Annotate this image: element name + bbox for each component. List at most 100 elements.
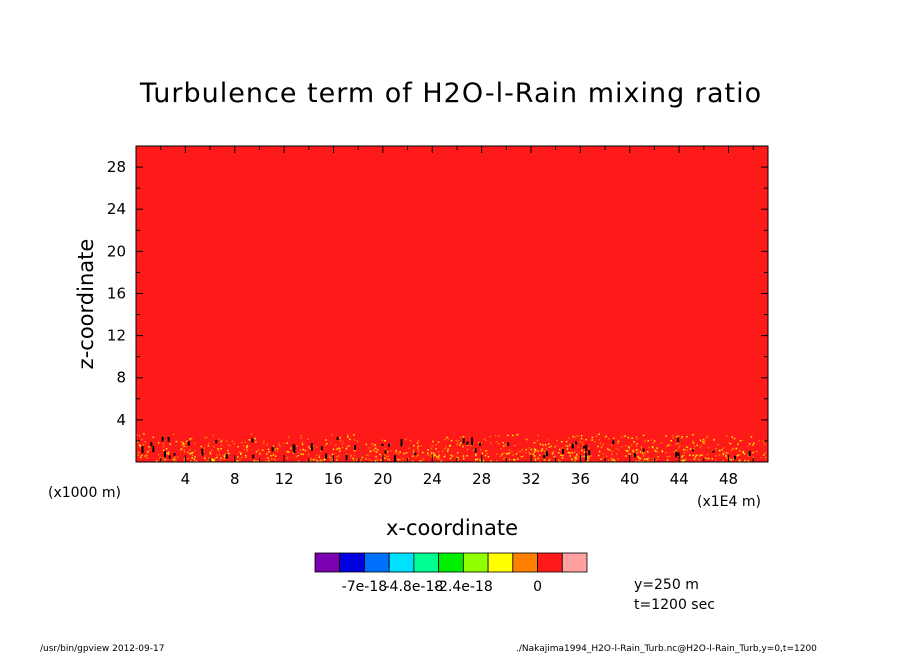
noise-cell bbox=[427, 454, 429, 456]
noise-cell bbox=[716, 453, 718, 456]
noise-cell bbox=[701, 443, 704, 446]
noise-cell bbox=[639, 451, 642, 453]
noise-cell bbox=[696, 454, 698, 457]
noise-cell bbox=[601, 448, 603, 450]
noise-cell bbox=[384, 457, 386, 459]
noise-cell bbox=[464, 442, 466, 444]
noise-cell bbox=[715, 459, 717, 461]
noise-cell bbox=[683, 459, 685, 461]
noise-cell bbox=[231, 458, 233, 460]
noise-cell bbox=[493, 456, 495, 458]
noise-cell bbox=[625, 450, 628, 452]
noise-cell bbox=[591, 439, 593, 441]
noise-cell bbox=[189, 458, 191, 460]
noise-cell bbox=[475, 453, 477, 456]
noise-cell bbox=[246, 450, 248, 452]
noise-cell bbox=[654, 450, 656, 452]
noise-cell bbox=[540, 449, 543, 452]
noise-cell bbox=[686, 446, 688, 448]
noise-cell bbox=[278, 440, 280, 443]
noise-cell bbox=[723, 451, 725, 454]
noise-cell bbox=[321, 456, 323, 458]
noise-cell bbox=[440, 459, 443, 461]
noise-cell bbox=[765, 442, 767, 444]
noise-cell bbox=[552, 450, 555, 453]
noise-cell bbox=[748, 443, 751, 445]
noise-cell bbox=[502, 441, 504, 444]
noise-cell bbox=[602, 456, 605, 459]
noise-cell bbox=[416, 454, 419, 457]
noise-cell bbox=[191, 457, 193, 459]
negative-spot bbox=[633, 453, 636, 458]
noise-cell bbox=[578, 460, 580, 462]
noise-cell bbox=[206, 436, 208, 438]
negative-spot bbox=[479, 442, 481, 446]
x-tick-label: 44 bbox=[670, 470, 689, 488]
noise-cell bbox=[353, 434, 355, 436]
noise-cell bbox=[521, 448, 524, 451]
noise-cell bbox=[623, 450, 625, 453]
noise-cell bbox=[260, 444, 263, 446]
negative-spot bbox=[381, 443, 384, 447]
noise-cell bbox=[735, 447, 738, 450]
noise-cell bbox=[204, 457, 206, 460]
noise-cell bbox=[635, 452, 638, 454]
noise-cell bbox=[598, 460, 600, 462]
noise-cell bbox=[548, 443, 550, 445]
noise-cell bbox=[404, 452, 407, 455]
noise-cell bbox=[162, 457, 165, 459]
noise-cell bbox=[556, 439, 558, 442]
noise-cell bbox=[512, 454, 514, 456]
noise-cell bbox=[430, 447, 433, 450]
noise-cell bbox=[205, 460, 208, 462]
noise-cell bbox=[243, 445, 245, 447]
noise-cell bbox=[661, 449, 663, 452]
noise-cell bbox=[684, 450, 687, 452]
noise-cell bbox=[623, 460, 625, 462]
noise-cell bbox=[421, 459, 423, 462]
noise-cell bbox=[601, 445, 603, 448]
noise-cell bbox=[725, 457, 727, 459]
noise-cell bbox=[205, 445, 207, 448]
noise-cell bbox=[375, 444, 377, 446]
noise-cell bbox=[635, 445, 637, 447]
noise-cell bbox=[264, 438, 267, 440]
noise-cell bbox=[602, 443, 604, 446]
footer-right: ./Nakajima1994_H2O-l-Rain_Turb.nc@H2O-l-… bbox=[516, 644, 817, 654]
noise-cell bbox=[571, 452, 573, 454]
noise-cell bbox=[434, 446, 436, 448]
noise-cell bbox=[336, 451, 339, 453]
noise-cell bbox=[290, 457, 292, 460]
noise-cell bbox=[395, 449, 397, 452]
noise-cell bbox=[544, 451, 546, 453]
noise-cell bbox=[430, 453, 432, 455]
noise-cell bbox=[493, 460, 495, 462]
noise-cell bbox=[581, 442, 584, 444]
noise-cell bbox=[417, 448, 419, 450]
noise-cell bbox=[169, 443, 171, 445]
noise-cell bbox=[226, 452, 228, 455]
noise-cell bbox=[587, 460, 589, 462]
noise-cell bbox=[467, 444, 469, 446]
noise-cell bbox=[457, 457, 459, 459]
noise-cell bbox=[628, 448, 631, 450]
noise-cell bbox=[733, 437, 736, 440]
noise-cell bbox=[278, 441, 280, 444]
noise-cell bbox=[416, 447, 419, 449]
noise-cell bbox=[277, 458, 279, 460]
noise-cell bbox=[183, 443, 185, 445]
noise-cell bbox=[543, 458, 545, 460]
noise-cell bbox=[520, 456, 523, 458]
noise-cell bbox=[536, 439, 539, 442]
noise-cell bbox=[728, 441, 731, 444]
negative-spot bbox=[642, 448, 645, 452]
noise-cell bbox=[508, 449, 511, 451]
noise-cell bbox=[722, 447, 725, 449]
colorbar-swatch bbox=[339, 552, 365, 573]
noise-cell bbox=[316, 460, 318, 462]
colorbar-label: -2.4e-18 bbox=[434, 579, 493, 595]
noise-cell bbox=[729, 457, 731, 460]
noise-cell bbox=[241, 456, 243, 459]
noise-cell bbox=[655, 450, 657, 453]
noise-cell bbox=[580, 438, 583, 440]
